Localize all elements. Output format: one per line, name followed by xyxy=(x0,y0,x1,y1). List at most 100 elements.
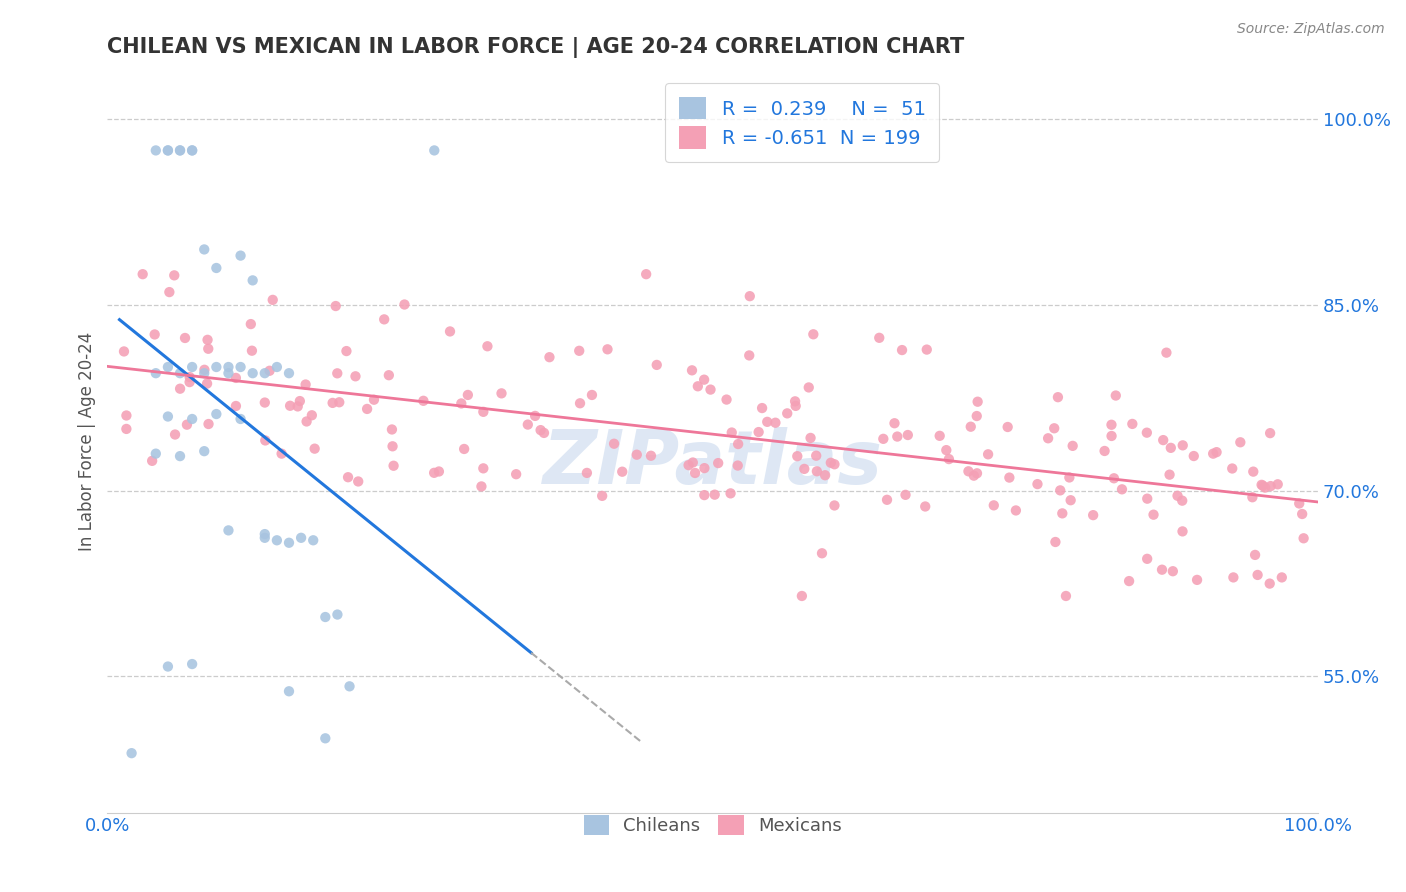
Point xyxy=(1171,524,1194,539)
Point xyxy=(998,470,1021,484)
Point xyxy=(626,448,648,462)
Point xyxy=(820,456,842,470)
Point xyxy=(1241,465,1264,479)
Point xyxy=(806,449,828,463)
Point xyxy=(472,461,495,475)
Point xyxy=(328,395,350,409)
Point xyxy=(636,267,658,281)
Point xyxy=(596,343,619,357)
Point xyxy=(193,366,215,380)
Point xyxy=(169,366,191,380)
Point xyxy=(259,364,281,378)
Point xyxy=(253,527,276,541)
Point xyxy=(337,470,360,484)
Point xyxy=(378,368,401,383)
Point xyxy=(983,499,1005,513)
Point xyxy=(516,417,538,432)
Point xyxy=(683,466,706,480)
Point xyxy=(156,144,179,158)
Point xyxy=(1244,548,1267,562)
Point xyxy=(693,373,716,387)
Point xyxy=(738,289,761,303)
Point xyxy=(453,442,475,456)
Point xyxy=(197,333,219,347)
Point xyxy=(217,366,239,380)
Point xyxy=(581,388,603,402)
Point xyxy=(1246,568,1268,582)
Point xyxy=(1046,390,1069,404)
Point xyxy=(720,486,742,500)
Point xyxy=(883,416,905,430)
Y-axis label: In Labor Force | Age 20-24: In Labor Force | Age 20-24 xyxy=(79,332,96,551)
Point xyxy=(1241,490,1264,504)
Point xyxy=(797,380,820,394)
Point xyxy=(295,414,318,428)
Point xyxy=(193,363,215,377)
Point xyxy=(242,273,264,287)
Point xyxy=(1159,467,1181,482)
Point xyxy=(1045,535,1067,549)
Point xyxy=(1102,471,1125,485)
Point xyxy=(181,144,204,158)
Point xyxy=(169,144,191,158)
Point xyxy=(115,409,138,423)
Point xyxy=(756,415,779,429)
Point xyxy=(394,297,416,311)
Point xyxy=(1161,564,1184,578)
Point xyxy=(174,331,197,345)
Point xyxy=(253,395,276,409)
Point xyxy=(1142,508,1164,522)
Point xyxy=(262,293,284,307)
Point xyxy=(786,449,808,463)
Point xyxy=(229,359,252,374)
Point xyxy=(254,434,277,448)
Point xyxy=(790,589,813,603)
Point xyxy=(727,437,749,451)
Point xyxy=(335,344,357,359)
Point xyxy=(169,144,191,158)
Point xyxy=(693,488,716,502)
Point xyxy=(229,249,252,263)
Point xyxy=(678,458,700,472)
Point xyxy=(1136,425,1159,440)
Point xyxy=(806,464,828,478)
Point xyxy=(253,366,276,380)
Point xyxy=(1258,576,1281,591)
Point xyxy=(287,400,309,414)
Point xyxy=(179,375,201,389)
Point xyxy=(325,299,347,313)
Point xyxy=(491,386,513,401)
Point xyxy=(1222,570,1244,584)
Point xyxy=(505,467,527,482)
Point xyxy=(1160,441,1182,455)
Point xyxy=(824,457,846,471)
Point xyxy=(302,533,325,548)
Point xyxy=(894,488,917,502)
Point xyxy=(1059,470,1081,484)
Point xyxy=(765,416,787,430)
Point xyxy=(193,243,215,257)
Point xyxy=(1052,507,1074,521)
Point xyxy=(156,144,179,158)
Text: Source: ZipAtlas.com: Source: ZipAtlas.com xyxy=(1237,22,1385,37)
Point xyxy=(229,412,252,426)
Point xyxy=(1171,438,1194,452)
Point xyxy=(356,401,378,416)
Point xyxy=(682,456,704,470)
Point xyxy=(1026,477,1049,491)
Point xyxy=(217,359,239,374)
Point xyxy=(591,489,613,503)
Point xyxy=(966,409,988,423)
Point xyxy=(205,407,228,421)
Point xyxy=(575,466,598,480)
Point xyxy=(163,268,186,283)
Text: ZIPatlas: ZIPatlas xyxy=(543,427,883,500)
Point xyxy=(156,409,179,424)
Point xyxy=(524,409,547,423)
Point xyxy=(707,456,730,470)
Point xyxy=(686,379,709,393)
Point xyxy=(915,343,938,357)
Point xyxy=(242,366,264,380)
Point xyxy=(897,428,920,442)
Point xyxy=(423,466,446,480)
